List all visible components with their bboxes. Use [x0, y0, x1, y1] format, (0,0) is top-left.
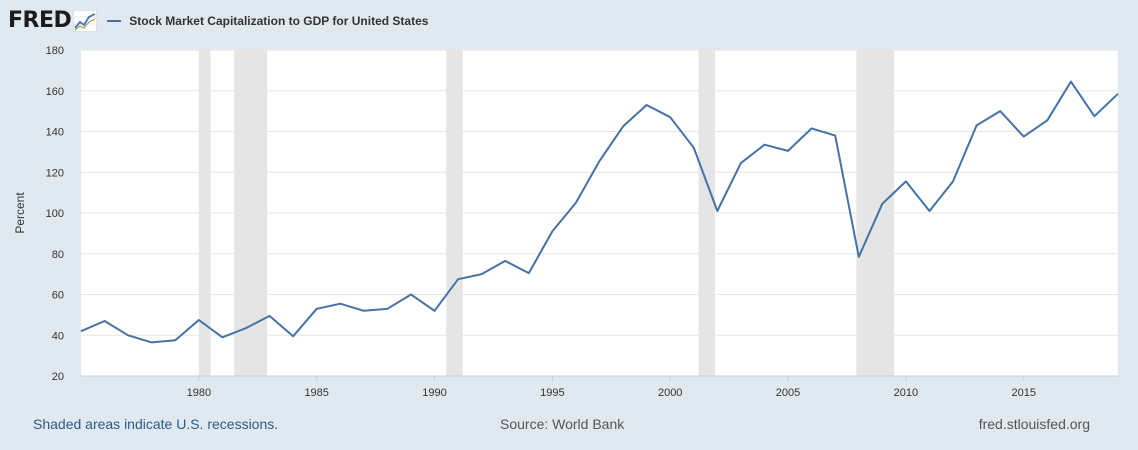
data-point: [904, 180, 907, 183]
data-point: [103, 319, 106, 322]
data-point: [174, 339, 177, 342]
data-point: [952, 180, 955, 183]
data-point: [645, 104, 648, 107]
data-point: [221, 336, 224, 339]
data-point: [457, 278, 460, 281]
data-point: [975, 124, 978, 127]
y-tick-label: 20: [52, 371, 64, 383]
data-point: [551, 230, 554, 233]
data-point: [197, 318, 200, 321]
data-point: [857, 255, 860, 258]
y-tick-label: 160: [46, 86, 64, 98]
y-tick-label: 60: [52, 290, 64, 302]
x-tick-label: 2000: [658, 387, 682, 399]
x-tick-label: 2015: [1011, 387, 1035, 399]
y-tick-label: 100: [46, 208, 64, 220]
data-point: [150, 341, 153, 344]
data-point: [928, 209, 931, 212]
data-point: [739, 162, 742, 165]
chart-legend: Stock Market Capitalization to GDP for U…: [107, 14, 428, 28]
data-point: [1022, 135, 1025, 138]
data-point: [834, 134, 837, 137]
data-point: [999, 110, 1002, 113]
data-point: [362, 309, 365, 312]
data-point: [669, 116, 672, 119]
fred-logo-text: FRED: [8, 7, 72, 33]
data-point: [504, 259, 507, 262]
x-axis-ticks: 1980 1985 1990 1995 2000 2005 2010 2015: [81, 375, 1118, 399]
data-point: [1069, 80, 1072, 83]
y-tick-label: 80: [52, 249, 64, 261]
x-tick-label: 1995: [540, 387, 564, 399]
legend-label[interactable]: Stock Market Capitalization to GDP for U…: [129, 14, 429, 28]
data-point: [292, 335, 295, 338]
data-point: [574, 201, 577, 204]
y-tick-label: 180: [46, 45, 64, 57]
y-tick-label: 120: [46, 167, 64, 179]
data-point: [787, 149, 790, 152]
data-point: [244, 327, 247, 330]
site-link[interactable]: fred.stlouisfed.org: [978, 416, 1090, 432]
x-tick-label: 1985: [304, 387, 328, 399]
data-point: [339, 302, 342, 305]
data-point: [1117, 92, 1120, 95]
legend-swatch: [107, 20, 122, 22]
data-point: [409, 293, 412, 296]
data-point: [881, 202, 884, 205]
data-point: [1046, 119, 1049, 122]
data-point: [692, 146, 695, 149]
data-point: [716, 209, 719, 212]
data-point: [622, 125, 625, 128]
data-point: [763, 143, 766, 146]
data-point: [527, 272, 530, 275]
x-tick-label: 2005: [776, 387, 800, 399]
data-point: [598, 160, 601, 163]
y-axis-label: Percent: [13, 192, 27, 234]
data-point: [127, 334, 130, 337]
y-tick-label: 140: [46, 127, 64, 139]
data-point: [80, 330, 83, 333]
y-axis-ticks: 20 40 60 80 100 120 140 160 180: [46, 45, 64, 383]
data-point: [1093, 115, 1096, 118]
data-point: [433, 309, 436, 312]
data-point: [315, 307, 318, 310]
x-tick-label: 2010: [894, 387, 918, 399]
data-point: [386, 307, 389, 310]
y-tick-label: 40: [52, 330, 64, 342]
fred-chart-logo-icon: [73, 10, 98, 32]
source-text: Source: World Bank: [500, 416, 625, 432]
x-tick-label: 1990: [422, 387, 446, 399]
data-point: [268, 314, 271, 317]
recession-note: Shaded areas indicate U.S. recessions.: [33, 416, 279, 432]
data-point: [810, 127, 813, 130]
data-point: [480, 273, 483, 276]
chart-svg: 20 40 60 80 100 120 140 160 180 1980 1985 1990 1995…: [13, 45, 1120, 399]
series-line[interactable]: [80, 80, 1119, 344]
fred-logo[interactable]: FRED: [8, 7, 98, 33]
chart-header: FRED Stock Market Capitalization to GDP …: [8, 6, 428, 34]
x-tick-label: 1980: [187, 387, 211, 399]
